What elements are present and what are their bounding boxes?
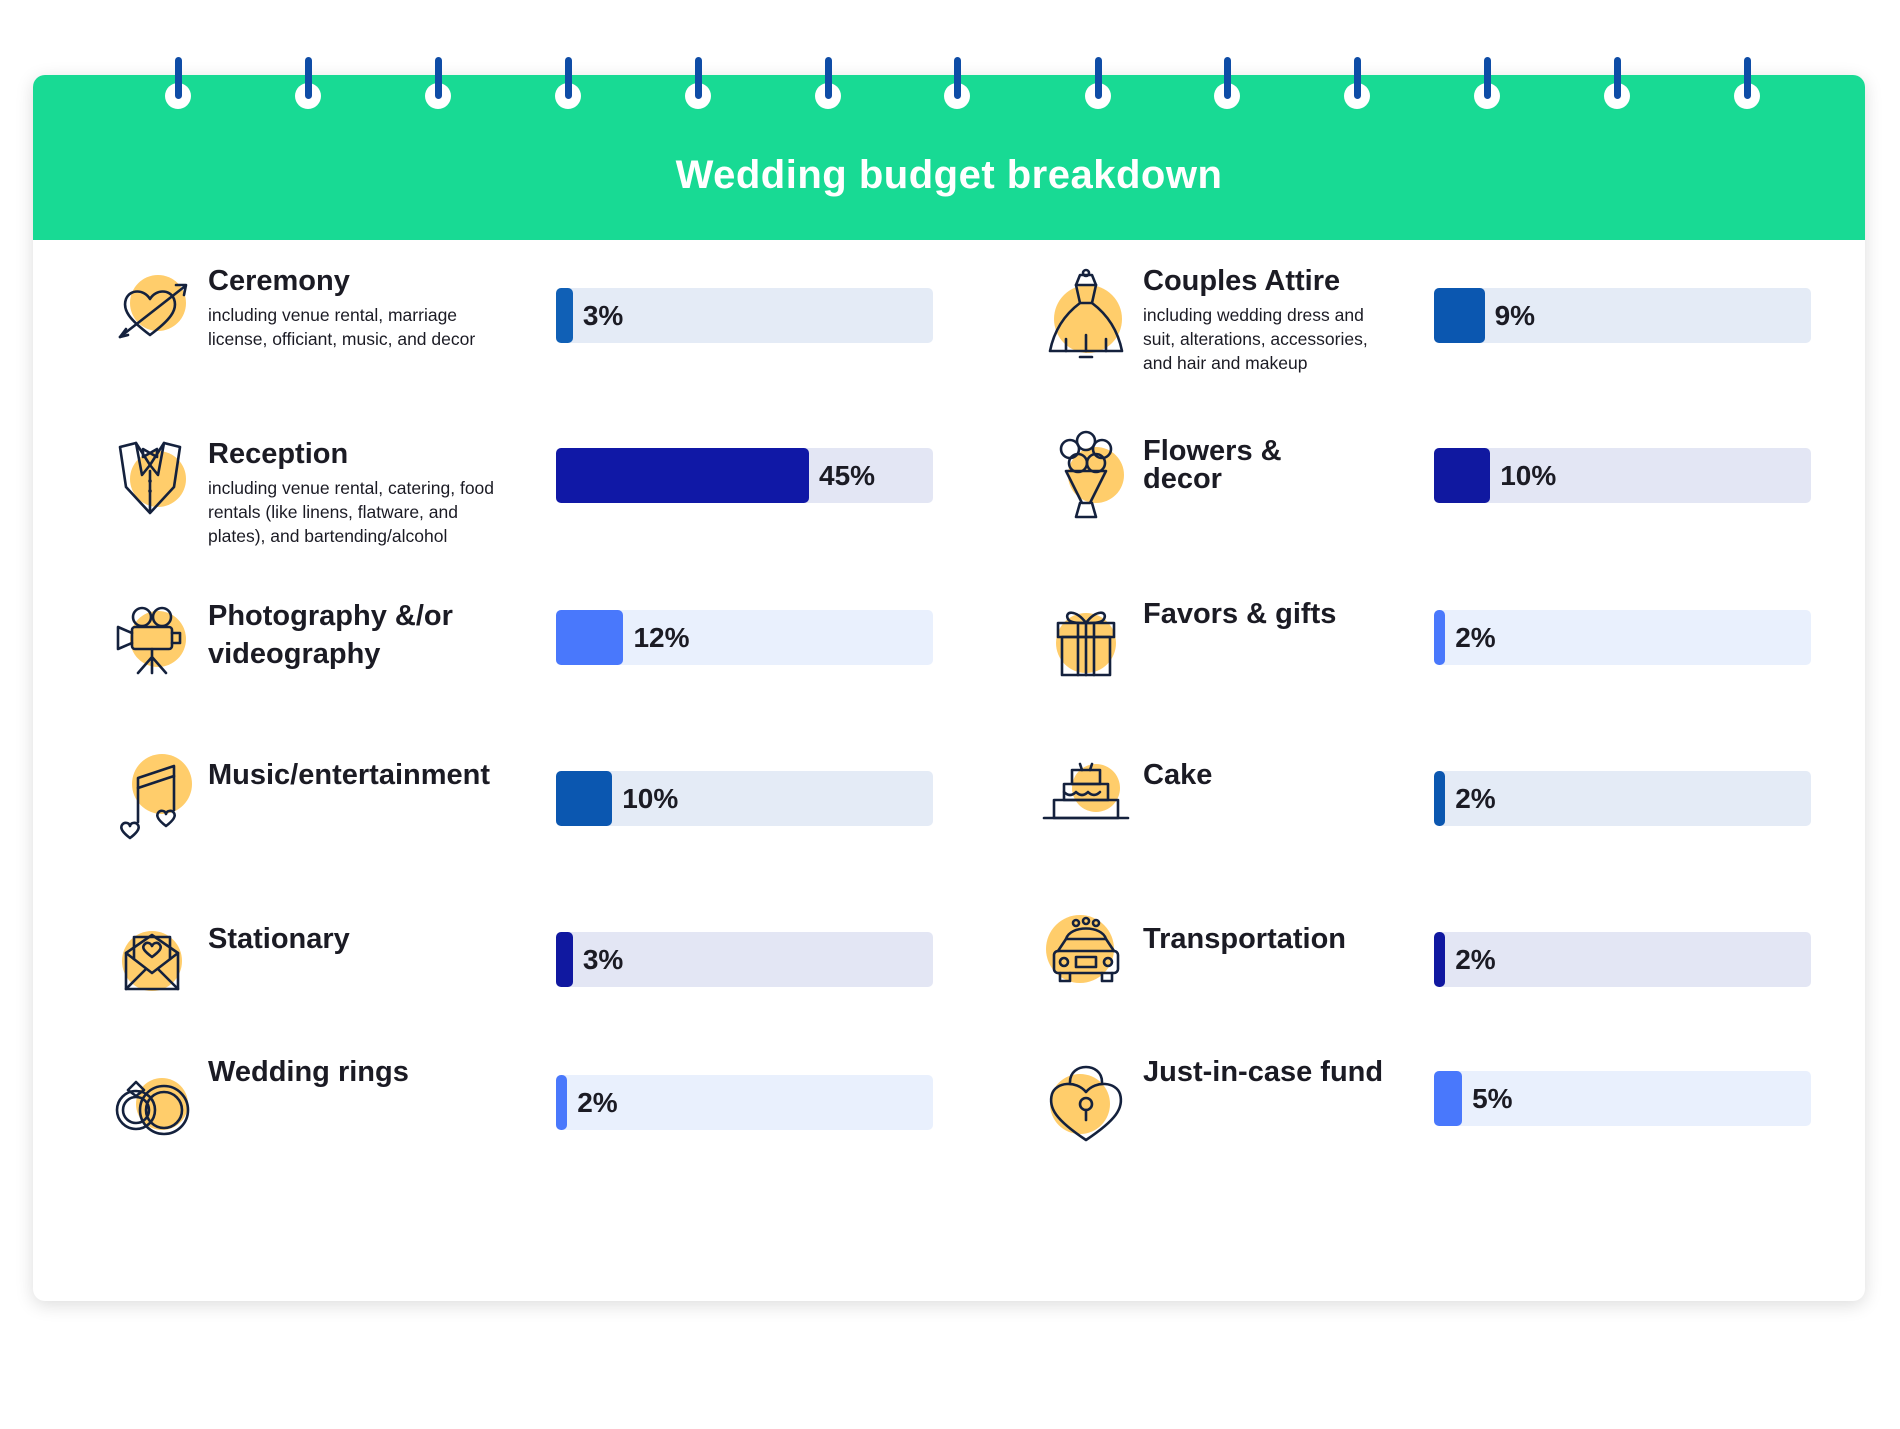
binding-wire xyxy=(1613,57,1621,99)
bar-fill xyxy=(1434,610,1446,665)
binding-wire xyxy=(824,57,832,99)
bar-value-label: 3% xyxy=(582,944,624,975)
tuxedo-icon xyxy=(100,425,200,525)
bar-track: 2% xyxy=(1434,771,1811,826)
gift-box-icon xyxy=(1036,587,1136,687)
category-title: Couples Attire xyxy=(1143,265,1341,297)
page-title: Wedding budget breakdown xyxy=(675,153,1223,197)
bar-track: 2% xyxy=(556,1075,933,1130)
bar-value-label: 3% xyxy=(582,300,624,331)
category-description: including wedding dress and suit, altera… xyxy=(1143,305,1368,373)
category-title: Reception xyxy=(208,438,349,470)
bar-value-label: 45% xyxy=(819,460,876,491)
bar-fill xyxy=(1434,448,1491,503)
bar-fill xyxy=(1434,288,1485,343)
binding-wire xyxy=(1483,57,1491,99)
bar-fill xyxy=(1434,771,1446,826)
binding-wire xyxy=(174,57,182,99)
binding-wire xyxy=(1223,57,1231,99)
binding-wire xyxy=(564,57,572,99)
bar-track: 5% xyxy=(1434,1071,1811,1126)
category-title: Music/entertainment xyxy=(208,759,490,791)
bar-fill xyxy=(556,448,809,503)
category-description: including venue rental, catering, food r… xyxy=(208,478,495,546)
bar-track: 9% xyxy=(1434,288,1811,343)
bar-value-label: 10% xyxy=(622,783,679,814)
binding-wire xyxy=(1743,57,1751,99)
binding-wire xyxy=(1353,57,1361,99)
bar-fill xyxy=(1434,932,1446,987)
category-title: Cake xyxy=(1143,759,1213,791)
cake-icon xyxy=(1036,748,1136,848)
bar-track: 2% xyxy=(1434,932,1811,987)
music-note-icon xyxy=(100,748,200,848)
bar-fill xyxy=(556,610,624,665)
bar-value-label: 2% xyxy=(1455,944,1496,975)
envelope-heart-icon xyxy=(100,909,200,1009)
bar-value-label: 9% xyxy=(1494,300,1536,331)
bar-track: 12% xyxy=(556,610,933,665)
category-description: including venue rental, marriage license… xyxy=(208,305,476,349)
bar-track: 10% xyxy=(556,771,933,826)
bar-value-label: 2% xyxy=(577,1087,618,1118)
budget-card: Wedding budget breakdown Ceremony includi… xyxy=(33,75,1865,1301)
bar-fill xyxy=(1434,1071,1463,1126)
bar-track: 3% xyxy=(556,288,933,343)
binding-wire xyxy=(953,57,961,99)
bar-value-label: 2% xyxy=(1455,783,1496,814)
category-title: Transportation xyxy=(1143,923,1347,955)
binding-wire xyxy=(1094,57,1102,99)
heart-arrow-icon xyxy=(100,265,200,365)
bouquet-icon xyxy=(1036,425,1136,525)
bar-value-label: 10% xyxy=(1500,460,1557,491)
bar-track: 3% xyxy=(556,932,933,987)
category-title: Wedding rings xyxy=(208,1056,409,1088)
category-title: Stationary xyxy=(208,923,350,955)
bar-value-label: 5% xyxy=(1472,1083,1513,1114)
binding-wire xyxy=(434,57,442,99)
video-camera-icon xyxy=(100,587,200,687)
bar-track: 10% xyxy=(1434,448,1811,503)
bar-value-label: 12% xyxy=(633,622,690,653)
bar-track: 45% xyxy=(556,448,933,503)
category-title: Flowers & decor xyxy=(1143,435,1282,495)
bar-track: 2% xyxy=(1434,610,1811,665)
bar-fill xyxy=(556,288,573,343)
bar-fill xyxy=(556,771,613,826)
bar-fill xyxy=(556,932,573,987)
binding-wire xyxy=(304,57,312,99)
wedding-dress-icon xyxy=(1036,265,1136,365)
category-title: Ceremony xyxy=(208,265,350,297)
binding-wire xyxy=(694,57,702,99)
bar-fill xyxy=(556,1075,568,1130)
wedding-rings-icon xyxy=(100,1052,200,1152)
category-title: Favors & gifts xyxy=(1143,598,1337,630)
bar-value-label: 2% xyxy=(1455,622,1496,653)
heart-padlock-icon xyxy=(1036,1048,1136,1148)
category-title: Photography &/or videography xyxy=(208,600,453,670)
wedding-car-icon xyxy=(1036,909,1136,1009)
category-title: Just-in-case fund xyxy=(1143,1056,1384,1088)
